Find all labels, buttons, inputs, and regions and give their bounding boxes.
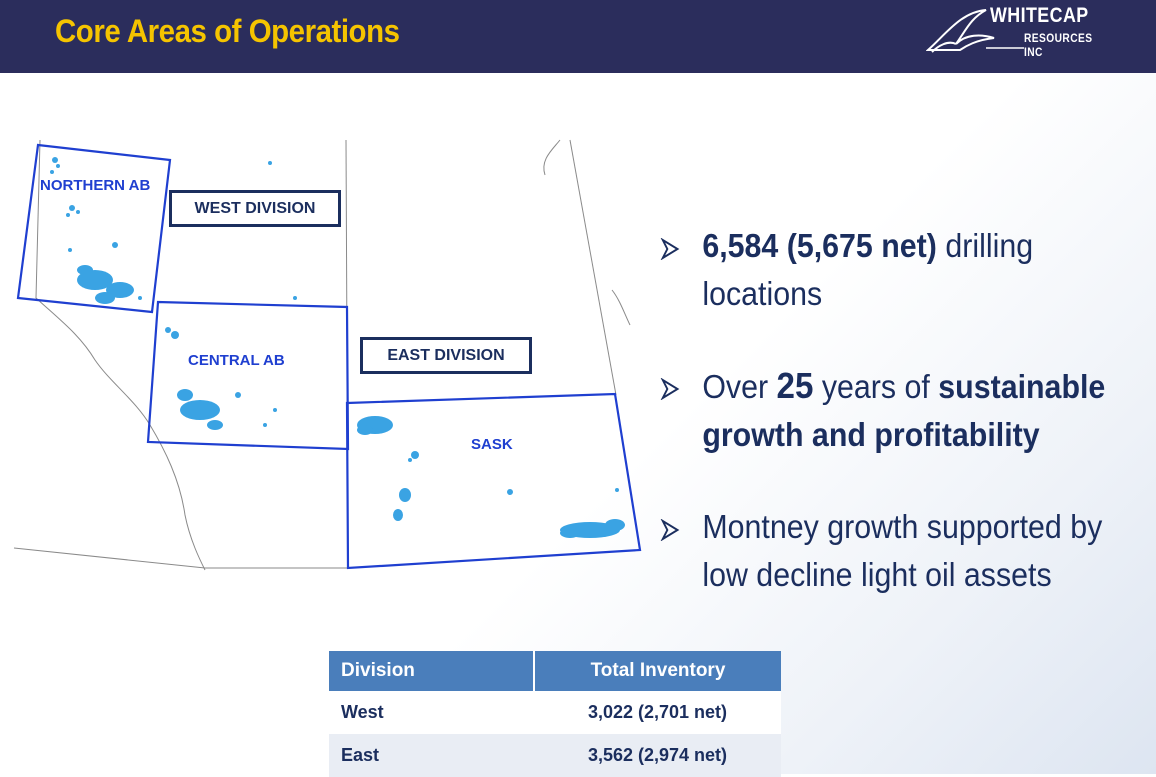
bullet-text: Over (702, 368, 777, 405)
wave-logo-icon (926, 9, 995, 53)
company-logo: WHITECAP RESOURCES INC (926, 4, 1126, 60)
table-row: West 3,022 (2,701 net) (329, 691, 781, 734)
region-label-central-ab: CENTRAL AB (188, 352, 285, 369)
table-cell-inventory: 3,562 (2,974 net) (534, 734, 781, 777)
bullet-item: Over 25 years of sustainable growth and … (660, 362, 1111, 459)
division-box-west: WEST DIVISION (169, 190, 341, 227)
bullet-item: Montney growth supported by low decline … (660, 503, 1111, 599)
bullet-bold: 25 (776, 365, 814, 406)
logo-text-resources: RESOURCES INC (1024, 31, 1093, 59)
bullet-item: 6,584 (5,675 net) drilling locations (660, 222, 1111, 318)
map-outline-svg (13, 139, 642, 571)
logo-underline (986, 47, 1024, 49)
arrow-bullet-icon (660, 378, 680, 400)
arrow-bullet-icon (660, 519, 680, 541)
bullet-bold: sustainable growth and profitability (702, 368, 1106, 453)
table-row: East 3,562 (2,974 net) (329, 734, 781, 777)
logo-text-whitecap: WHITECAP (990, 4, 1089, 27)
bullet-list: 6,584 (5,675 net) drilling locations Ove… (660, 222, 1150, 643)
table-cell-inventory: 3,022 (2,701 net) (534, 691, 781, 734)
bullet-bold: 6,584 (5,675 net) (702, 227, 937, 264)
page-title: Core Areas of Operations (55, 13, 400, 49)
inventory-table: Division Total Inventory West 3,022 (2,7… (329, 651, 781, 777)
bullet-text: years of (813, 368, 939, 405)
arrow-bullet-icon (660, 238, 680, 260)
division-box-east: EAST DIVISION (360, 337, 532, 374)
header-bar: Core Areas of Operations WHITECAP RESOUR… (0, 0, 1156, 73)
column-header-division: Division (329, 651, 535, 691)
table-cell-division: West (329, 691, 534, 734)
region-label-northern-ab: NORTHERN AB (40, 177, 151, 194)
division-map: NORTHERN AB CENTRAL AB SASK WEST DIVISIO… (0, 120, 670, 590)
bullet-text: Montney growth supported by low decline … (702, 508, 1103, 593)
bullet-text: drilling locations (702, 227, 1034, 312)
region-label-sask: SASK (471, 436, 513, 453)
column-header-total-inventory: Total Inventory (534, 651, 781, 691)
table-cell-division: East (329, 734, 534, 777)
